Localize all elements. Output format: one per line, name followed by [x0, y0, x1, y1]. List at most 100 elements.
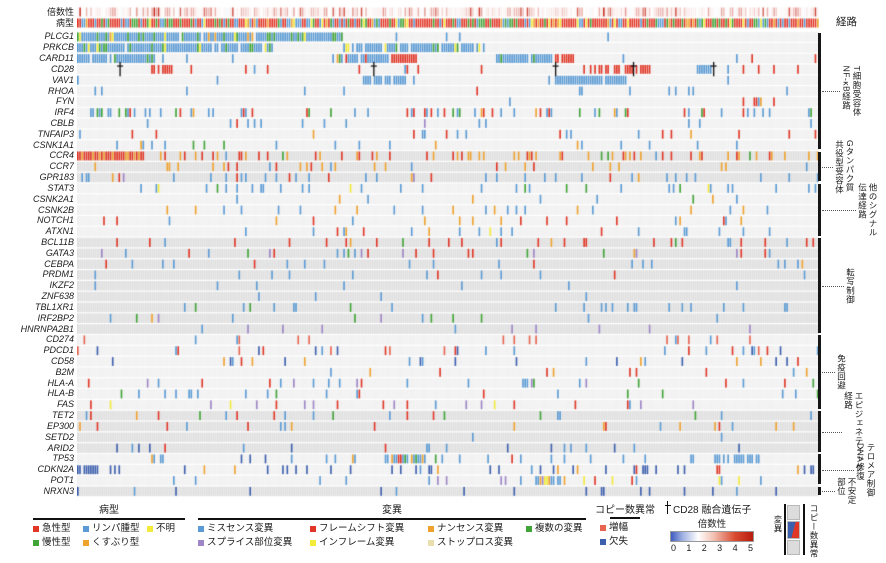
gene-label-card11: CARD11	[39, 53, 74, 64]
gene-label-rhoa: RHOA	[47, 85, 74, 96]
gene-label-arid2: ARID2	[47, 442, 74, 453]
cell-legend-empty-cell-top	[787, 505, 800, 520]
legend-item-label: リンパ腫型	[92, 523, 140, 534]
pathway-leader-line	[822, 469, 854, 471]
pathway-group-label: Gタンパク質 共役型受容体	[834, 139, 856, 194]
ploidy-tick-label: 3	[717, 543, 723, 553]
ploidy-tick-label: 0	[671, 543, 677, 553]
gene-label-atxn1: ATXN1	[45, 226, 74, 237]
pathway-leader-line	[822, 210, 856, 212]
legend-item-label: ナンセンス変異	[437, 523, 504, 534]
legend-item: ナンセンス変異	[428, 523, 526, 534]
legend-subtype: 病型 急性型 リンパ腫型 不明慢性型 くすぶり型	[33, 501, 185, 548]
pathway-group-label: 転写制御	[845, 267, 856, 304]
legend-item: リンパ腫型	[83, 523, 147, 534]
legend-ploidy-title: 倍数性	[697, 519, 727, 530]
gene-label-znf638: ZNF638	[41, 291, 74, 302]
gene-label-hla-a: HLA-A	[47, 377, 74, 388]
legend-item: インフレーム変異	[310, 537, 428, 548]
legend-subtype-title: 病型	[33, 501, 185, 520]
legend-item-label: 増幅	[609, 522, 629, 533]
legend-mutation-title: 変異	[198, 501, 586, 520]
gene-label-vav1: VAV1	[51, 74, 74, 85]
pathway-leader-line	[822, 166, 833, 168]
gene-label-tet2: TET2	[51, 410, 74, 421]
legend-swatch	[198, 525, 204, 532]
gene-label-irf2bp2: IRF2BP2	[37, 312, 74, 323]
legend-swatch	[198, 539, 204, 546]
gene-label-tbl1xr1: TBL1XR1	[34, 301, 74, 312]
gene-label-gata3: GATA3	[45, 247, 74, 258]
gene-label-ccr7: CCR7	[49, 161, 74, 172]
gene-label-hla-b: HLA-B	[47, 388, 74, 399]
legend-item-label: 慢性型	[42, 537, 71, 548]
gene-label-cd58: CD58	[50, 356, 74, 366]
legend-swatch	[83, 539, 89, 546]
pathway-group-label: 他のシグナル 伝達経路	[857, 183, 879, 238]
ploidy-tick-label: 4	[732, 543, 738, 553]
legend-item: 不明	[147, 523, 185, 534]
gene-label-pdcd1: PDCD1	[43, 345, 74, 356]
pathway-bracket-segment	[818, 183, 821, 236]
gene-label-gpr183: GPR183	[39, 172, 74, 183]
cell-legend-empty-cell-bottom	[787, 540, 800, 555]
pathway-group-label: 不安定 部位	[836, 477, 858, 505]
pathway-leader-line	[822, 372, 835, 374]
pathway-bracket-segment	[818, 454, 821, 485]
legend-item-label: 不明	[156, 523, 176, 534]
cell-legend-left-label: 変異	[773, 515, 783, 533]
gene-label-ccr4: CCR4	[49, 150, 74, 161]
legend-item-label: 欠失	[609, 536, 629, 547]
cd28-fusion-marker-icon	[664, 501, 671, 514]
gene-label-cebpa: CEBPA	[44, 258, 74, 269]
legend-item-label: スプライス部位変異	[207, 537, 293, 548]
legend-swatch	[526, 525, 532, 532]
legend-item: 増幅	[600, 522, 660, 533]
legend-swatch	[428, 539, 434, 546]
gene-label-plcg1: PLCG1	[44, 31, 74, 42]
ploidy-tick-label: 1	[686, 543, 692, 553]
gene-label-tnfaip3: TNFAIP3	[37, 128, 74, 139]
legend-item-label: 複数の変異	[535, 523, 583, 534]
legend-cell-anatomy: 変異 コピー数異常	[760, 501, 832, 559]
legend-item-label: インフレーム変異	[319, 537, 395, 548]
pathway-leader-line	[822, 285, 844, 287]
ploidy-colorbar	[670, 531, 754, 542]
gene-label-irf4: IRF4	[54, 107, 74, 118]
gene-label-cd274: CD274	[45, 334, 74, 345]
gene-label-csnk1a1: CSNK1A1	[32, 139, 74, 150]
legend-item: ミスセンス変異	[198, 523, 310, 534]
pathway-bracket-segment	[818, 32, 821, 150]
legend-cnv: コピー数異常 増幅欠失	[590, 501, 660, 547]
legend-item: 複数の変異	[526, 523, 586, 534]
legend-item-label: くすぶり型	[92, 537, 140, 548]
legend-swatch	[147, 525, 153, 532]
legend-mutation: 変異 ミスセンス変異 フレームシフト変異 ナンセンス変異 複数の変異スプライス部位変異…	[198, 501, 586, 548]
legend-cd28-fusion: CD28 融合遺伝子	[664, 501, 751, 516]
pathway-bracket-segment	[818, 151, 821, 182]
pathway-bracket-segment	[818, 486, 821, 496]
gene-label-fas: FAS	[57, 399, 74, 410]
gene-label-setd2: SETD2	[44, 431, 74, 442]
gene-label-tp53: TP53	[52, 453, 74, 464]
pathway-leader-line	[822, 91, 840, 92]
legend-swatch	[310, 525, 316, 532]
pathway-group-label: 免疫回避	[836, 354, 847, 391]
ploidy-tick-label: 2	[701, 543, 707, 553]
gene-label-nrxn3: NRXN3	[43, 485, 74, 496]
legend-item-label: 急性型	[42, 523, 71, 534]
legend-item: ストップロス変異	[428, 537, 526, 548]
gene-label-prkcb: PRKCB	[42, 42, 74, 53]
legend-cnv-title: コピー数異常	[595, 505, 655, 516]
legend-swatch	[428, 525, 434, 532]
legend-item-label: ミスセンス変異	[207, 523, 274, 534]
oncoprint-canvas	[77, 5, 819, 502]
legend-swatch	[310, 539, 316, 546]
legend-item: フレームシフト変異	[310, 523, 428, 534]
legend-item: 欠失	[600, 536, 660, 547]
legend-mutation-items: ミスセンス変異 フレームシフト変異 ナンセンス変異 複数の変異スプライス部位変異 インフ…	[198, 523, 586, 548]
cell-legend-split-cell	[787, 521, 800, 539]
